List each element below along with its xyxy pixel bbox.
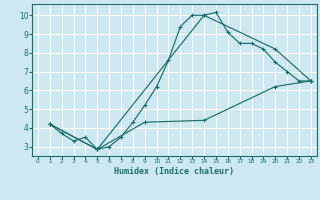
X-axis label: Humidex (Indice chaleur): Humidex (Indice chaleur) [115,167,234,176]
